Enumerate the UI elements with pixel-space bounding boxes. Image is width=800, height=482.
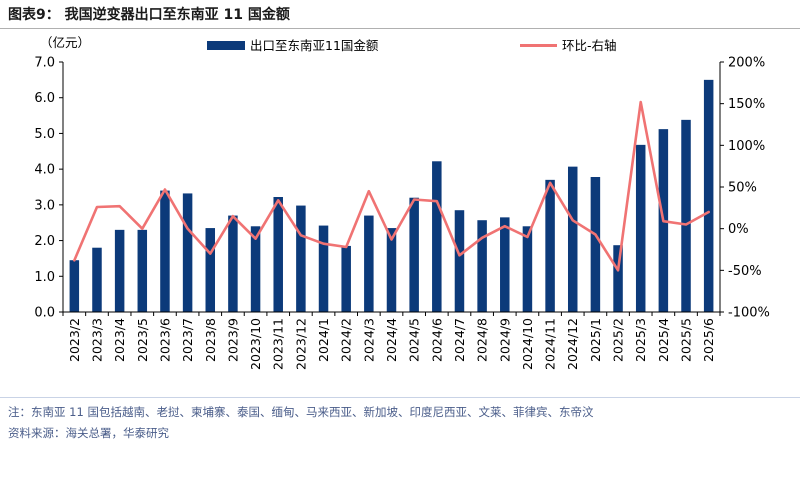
bar-2025/2 — [613, 245, 623, 312]
x-tick-label: 2024/8 — [475, 318, 490, 362]
bar-2024/8 — [477, 220, 487, 312]
bar-2023/4 — [114, 229, 125, 312]
bar-2023/12 — [296, 205, 306, 312]
x-tick-label: 2023/5 — [135, 318, 150, 362]
left-tick-label: 7.0 — [34, 56, 55, 71]
figure-title: 图表9： 我国逆变器出口至东南亚 11 国金额 — [8, 7, 290, 23]
right-tick-label: 50% — [728, 181, 757, 196]
x-tick-label: 2025/6 — [701, 318, 716, 362]
bar-2024/6 — [432, 161, 442, 312]
x-tick-label: 2023/4 — [112, 318, 127, 362]
x-tick-label: 2023/9 — [225, 318, 240, 362]
bar-2023/9 — [228, 215, 238, 312]
bar-2024/2 — [341, 245, 351, 312]
axes-group: 0.0 1.0 2.0 3.0 4.0 5.0 6.0 7.0 -100% -50% 0% 50% 10… — [34, 35, 770, 370]
right-tick-label: 150% — [728, 97, 765, 112]
left-tick-label: 4.0 — [34, 163, 55, 178]
x-tick-label: 2023/7 — [180, 318, 195, 362]
bar-2024/9 — [500, 217, 510, 312]
bars-group — [69, 79, 714, 312]
x-tick-label: 2024/4 — [384, 318, 399, 362]
left-tick-label: 2.0 — [34, 234, 55, 249]
bar-2025/6 — [703, 79, 714, 312]
x-tick-label: 2025/2 — [611, 318, 626, 362]
bar-2023/3 — [92, 247, 102, 312]
bar-2024/4 — [386, 228, 397, 312]
x-tick-label: 2023/2 — [67, 318, 82, 362]
bar-2023/5 — [137, 229, 148, 312]
bar-2024/11 — [545, 179, 555, 312]
x-tick-label: 2024/7 — [452, 318, 467, 362]
bar-2024/10 — [522, 226, 533, 312]
bar-2025/1 — [590, 177, 601, 312]
line-group — [73, 100, 710, 272]
x-tick-label: 2024/2 — [339, 318, 354, 362]
right-tick-label: 0% — [728, 222, 749, 237]
x-tick-label: 2024/9 — [497, 318, 512, 362]
bar-2023/7 — [182, 193, 193, 312]
bar-2025/3 — [635, 144, 646, 312]
bar-2025/5 — [681, 119, 691, 312]
left-tick-label: 5.0 — [34, 127, 55, 142]
legend: 出口至东南亚11国金额 环比-右轴 — [207, 38, 617, 53]
left-tick-label: 0.0 — [34, 306, 55, 321]
x-tick-label: 2024/6 — [429, 318, 444, 362]
footnote: 注：东南亚 11 国包括越南、老挝、柬埔寨、泰国、缅甸、马来西亚、新加坡、印度尼… — [8, 405, 594, 419]
bar-2023/11 — [273, 197, 283, 312]
x-tick-label: 2024/3 — [361, 318, 376, 362]
x-tick-label: 2024/11 — [543, 318, 558, 370]
bar-2024/7 — [454, 210, 465, 312]
x-tick-label: 2023/8 — [203, 318, 218, 362]
bar-2023/8 — [205, 228, 216, 312]
x-tick-label: 2023/11 — [271, 318, 286, 370]
right-tick-label: 100% — [728, 139, 765, 154]
bar-2024/3 — [364, 215, 374, 312]
right-tick-label: -50% — [728, 264, 762, 279]
footer-divider — [0, 397, 800, 398]
bar-2024/1 — [318, 225, 329, 312]
x-tick-label: 2025/5 — [679, 318, 694, 362]
bar-2024/5 — [409, 197, 419, 312]
x-tick-label: 2023/12 — [293, 318, 308, 370]
x-tick-label: 2023/6 — [157, 318, 172, 362]
x-tick-label: 2023/10 — [248, 318, 263, 370]
y-axis-unit: （亿元） — [40, 35, 90, 50]
chart: 0.0 1.0 2.0 3.0 4.0 5.0 6.0 7.0 -100% -50% 0% 50% 10… — [34, 35, 770, 370]
x-tick-label: 2023/3 — [89, 318, 104, 362]
bar-2023/10 — [250, 226, 261, 312]
legend-swatch-bar — [207, 41, 245, 50]
bar-2023/6 — [160, 190, 170, 312]
x-tick-label: 2025/3 — [633, 318, 648, 362]
x-tick-label: 2024/1 — [316, 318, 331, 362]
x-tick-label: 2024/12 — [565, 318, 580, 370]
right-tick-label: 200% — [728, 56, 765, 71]
x-tick-label: 2025/4 — [656, 318, 671, 362]
bar-2024/12 — [567, 166, 578, 312]
title-divider — [0, 28, 800, 29]
left-tick-label: 3.0 — [34, 198, 55, 213]
right-tick-label: -100% — [728, 306, 770, 321]
legend-label-bar: 出口至东南亚11国金额 — [250, 38, 379, 53]
x-tick-label: 2024/10 — [520, 318, 535, 370]
source-note: 资料来源：海关总署，华泰研究 — [8, 426, 169, 440]
bar-2023/2 — [69, 260, 80, 312]
legend-label-line: 环比-右轴 — [562, 38, 617, 53]
x-tick-label: 2025/1 — [588, 318, 603, 362]
left-tick-label: 1.0 — [34, 270, 55, 285]
x-tick-label: 2024/5 — [407, 318, 422, 362]
left-tick-label: 6.0 — [34, 91, 55, 106]
